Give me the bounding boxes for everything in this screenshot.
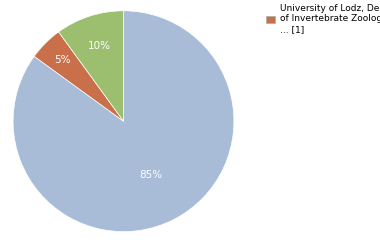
Wedge shape: [59, 11, 124, 121]
Wedge shape: [13, 11, 234, 232]
Text: 10%: 10%: [87, 41, 111, 51]
Wedge shape: [34, 32, 124, 121]
Legend: Centre for Biodiversity
Genomics [17], Bangor University [2], University of Lodz: Centre for Biodiversity Genomics [17], B…: [266, 0, 380, 34]
Text: 5%: 5%: [54, 55, 71, 65]
Text: 85%: 85%: [139, 170, 163, 180]
